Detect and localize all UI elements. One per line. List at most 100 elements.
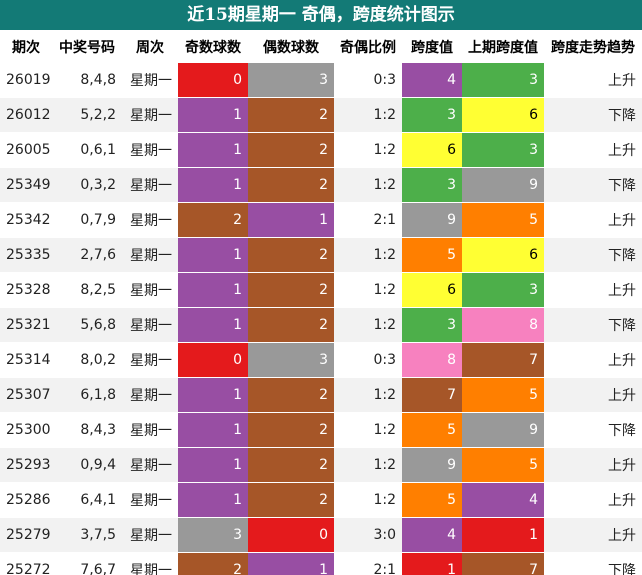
cell: 上升 [544,447,642,483]
cell: 3:0 [334,517,402,553]
cell: 9 [462,167,544,203]
row: 25286 6,4,1 星期一 1 2 1:2 5 4 上升 [0,482,642,518]
cell: 星期一 [122,447,178,483]
cell: 2:1 [334,202,402,238]
cell: 星期一 [122,482,178,518]
cell: 星期一 [122,517,178,553]
cell: 星期一 [122,342,178,378]
cell: 2:1 [334,552,402,575]
cell: 0,6,1 [52,132,122,168]
cell: 星期一 [122,272,178,308]
cell: 0,3,2 [52,167,122,203]
row: 25314 8,0,2 星期一 0 3 0:3 8 7 上升 [0,342,642,378]
cell: 0:3 [334,342,402,378]
cell: 3 [462,272,544,308]
column-header: 中奖号码 [59,39,115,56]
cell: 25272 [0,552,52,575]
cell: 25335 [0,237,52,273]
cell: 4 [402,517,462,553]
cell: 1 [178,272,248,308]
cell: 1:2 [334,97,402,133]
cell: 7 [462,552,544,575]
cell: 下降 [544,97,642,133]
cell: 2 [248,237,334,273]
cell: 上升 [544,202,642,238]
column-header: 期次 [12,39,40,56]
row: 25342 0,7,9 星期一 2 1 2:1 9 5 上升 [0,202,642,238]
header-row: 期次 中奖号码 周次 奇数球数 偶数球数 奇偶比例 跨度值 上期跨度值 跨度走势趋势 [0,30,642,63]
cell: 25286 [0,482,52,518]
cell: 5 [402,412,462,448]
cell: 8 [462,307,544,343]
cell: 上升 [544,132,642,168]
column-header: 跨度走势趋势 [551,39,635,56]
cell: 星期一 [122,237,178,273]
cell: 26012 [0,97,52,133]
cell: 0 [178,342,248,378]
cell: 1 [462,517,544,553]
cell: 26019 [0,63,52,98]
column-header: 跨度值 [411,39,453,56]
row: 26012 5,2,2 星期一 1 2 1:2 3 6 下降 [0,97,642,133]
cell: 1 [178,237,248,273]
cell: 1 [178,97,248,133]
cell: 8,0,2 [52,342,122,378]
cell: 2 [248,97,334,133]
cell: 3,7,5 [52,517,122,553]
cell: 6,1,8 [52,377,122,413]
cell: 9 [462,412,544,448]
row: 25293 0,9,4 星期一 1 2 1:2 9 5 上升 [0,447,642,483]
column-header: 偶数球数 [263,39,319,56]
cell: 3 [178,517,248,553]
cell: 1:2 [334,377,402,413]
cell: 星期一 [122,377,178,413]
table-body: 26019 8,4,8 星期一 0 3 0:3 4 3 上升 26012 5,2,2 星期一 1 2 1:2… [0,63,642,575]
cell: 2 [248,307,334,343]
column-header: 上期跨度值 [468,39,538,56]
cell: 星期一 [122,167,178,203]
cell: 2 [248,482,334,518]
cell: 下降 [544,412,642,448]
cell: 25321 [0,307,52,343]
cell: 上升 [544,517,642,553]
cell: 3 [248,342,334,378]
cell: 3 [462,63,544,98]
cell: 25349 [0,167,52,203]
cell: 1:2 [334,167,402,203]
cell: 8 [402,342,462,378]
cell: 6 [402,132,462,168]
cell: 0 [248,517,334,553]
cell: 2 [248,167,334,203]
cell: 1:2 [334,132,402,168]
cell: 2 [178,552,248,575]
cell: 0 [178,63,248,98]
cell: 1 [178,132,248,168]
cell: 4 [402,63,462,98]
cell: 4 [462,482,544,518]
cell: 星期一 [122,202,178,238]
cell: 1:2 [334,482,402,518]
row: 25307 6,1,8 星期一 1 2 1:2 7 5 上升 [0,377,642,413]
cell: 1 [178,412,248,448]
cell: 2 [178,202,248,238]
cell: 3 [248,63,334,98]
cell: 3 [462,132,544,168]
column-header: 奇数球数 [185,39,241,56]
row: 25272 7,6,7 星期一 2 1 2:1 1 7 下降 [0,552,642,575]
cell: 2 [248,132,334,168]
row: 25328 8,2,5 星期一 1 2 1:2 6 3 上升 [0,272,642,308]
cell: 6 [402,272,462,308]
cell: 上升 [544,482,642,518]
cell: 1 [248,552,334,575]
cell: 7 [462,342,544,378]
cell: 星期一 [122,97,178,133]
cell: 下降 [544,167,642,203]
cell: 5 [462,377,544,413]
cell: 25314 [0,342,52,378]
row: 25321 5,6,8 星期一 1 2 1:2 3 8 下降 [0,307,642,343]
cell: 3 [402,167,462,203]
cell: 星期一 [122,307,178,343]
cell: 8,4,3 [52,412,122,448]
cell: 0,9,4 [52,447,122,483]
